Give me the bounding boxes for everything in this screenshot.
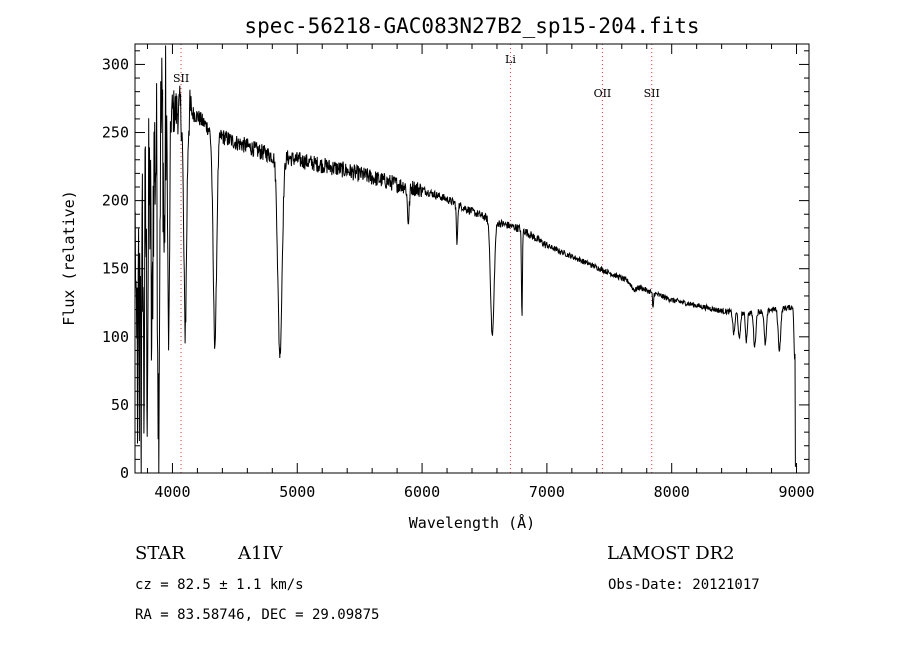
y-tick-label: 0 xyxy=(120,464,129,482)
redshift-text: cz = 82.5 ± 1.1 km/s xyxy=(135,577,304,593)
x-tick-label: 8000 xyxy=(654,483,690,501)
spectrum-series xyxy=(134,45,797,474)
y-tick-label: 200 xyxy=(102,192,129,210)
y-axis-label: Flux (relative) xyxy=(60,190,78,325)
y-tick-label: 100 xyxy=(102,328,129,346)
y-tick-label: 50 xyxy=(111,396,129,414)
x-tick-label: 6000 xyxy=(404,483,440,501)
y-tick-label: 150 xyxy=(102,260,129,278)
chart-title: spec-56218-GAC083N27B2_sp15-204.fits xyxy=(244,14,699,38)
y-tick-label: 300 xyxy=(102,55,129,73)
x-tick-label: 7000 xyxy=(529,483,565,501)
object-type: STAR xyxy=(135,543,185,564)
axis-ticks: 4000 5000 6000 7000 8000 9000 0 50 100 150 200 250 3… xyxy=(102,44,815,501)
spectral-line-label: Li xyxy=(505,53,516,66)
spectral-line-label: OII xyxy=(594,87,612,100)
plot-frame xyxy=(134,43,810,474)
x-tick-label: 5000 xyxy=(279,483,315,501)
object-subclass: A1IV xyxy=(237,543,284,564)
x-axis-label: Wavelength (Å) xyxy=(409,513,535,532)
y-tick-label: 250 xyxy=(102,124,129,142)
spectrum-line xyxy=(134,45,797,474)
x-tick-label: 9000 xyxy=(778,483,814,501)
coordinates-text: RA = 83.58746, DEC = 29.09875 xyxy=(135,607,379,623)
obs-date: Obs-Date: 20121017 xyxy=(608,577,760,593)
x-tick-label: 4000 xyxy=(154,483,190,501)
spectral-line-label: SII xyxy=(644,87,660,100)
spectral-line-markers: SII Li OII SII xyxy=(173,44,660,473)
survey-name: LAMOST DR2 xyxy=(607,543,735,564)
spectral-line-label: SII xyxy=(173,72,189,85)
